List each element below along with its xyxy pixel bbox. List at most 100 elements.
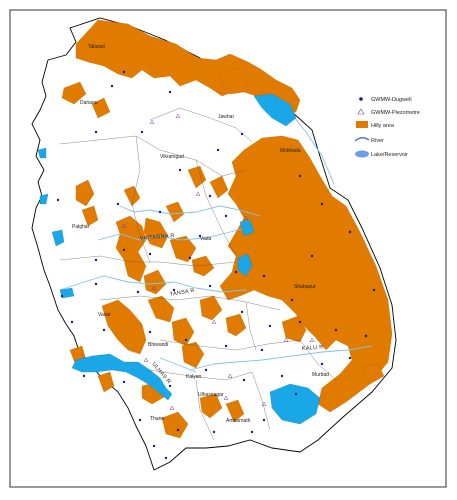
place-vada: Vada	[200, 236, 212, 242]
piezometre-marker	[151, 285, 157, 290]
place-labels: Talasari Dahanu Jawhar Mokhada Vikramgad…	[72, 44, 329, 424]
piezometre-marker	[195, 191, 201, 196]
dugwell-marker	[234, 270, 238, 274]
dugwell-marker	[262, 274, 266, 278]
dugwell-marker	[138, 418, 142, 422]
dugwell-marker	[176, 428, 180, 432]
dugwell-marker	[158, 210, 162, 214]
dugwell-marker	[122, 70, 126, 74]
legend-dugwell-label: GWMW-Dugwell	[371, 97, 412, 103]
piezometre-marker	[121, 223, 127, 228]
dugwell-marker	[298, 174, 302, 178]
dugwell-marker	[148, 330, 152, 334]
dugwell-marker	[290, 298, 294, 302]
dugwell-marker	[148, 252, 152, 256]
dugwell-marker	[320, 362, 324, 366]
dugwell-marker	[310, 254, 314, 258]
dugwell-marker	[56, 198, 60, 202]
place-thane: Thane	[150, 416, 164, 422]
dugwell-marker	[240, 310, 244, 314]
dugwell-marker	[320, 202, 324, 206]
dugwell-marker	[60, 294, 64, 298]
river-label-vaitarna: VAITARNA R	[140, 233, 175, 242]
piezometre-marker	[223, 395, 229, 400]
dugwell-marker	[140, 130, 144, 134]
dugwell-marker	[198, 234, 202, 238]
dugwell-marker	[208, 284, 212, 288]
hilly-areas	[61, 19, 393, 439]
dugwell-marker	[224, 344, 228, 348]
taluka-boundaries	[59, 107, 337, 441]
piezometre-marker	[261, 401, 267, 406]
legend-piezometre-label: GWMW-Piezometre	[371, 110, 420, 116]
monitoring-markers	[56, 70, 376, 460]
dugwell-marker	[94, 130, 98, 134]
legend-river-label: River	[371, 138, 384, 144]
dugwell-marker	[94, 282, 98, 286]
place-kalyan: Kalyan	[186, 374, 202, 380]
dugwell-marker	[184, 338, 188, 342]
piezometre-marker	[211, 319, 217, 324]
place-talasari: Talasari	[88, 44, 105, 50]
dugwell-marker	[334, 328, 338, 332]
legend-hilly-symbol	[356, 121, 368, 128]
place-jawhar: Jawhar	[218, 114, 234, 120]
dugwell-marker	[136, 290, 140, 294]
ulhas-river-estuary	[71, 353, 173, 401]
place-shahapur: Shahapur	[294, 284, 316, 290]
dugwell-marker	[216, 148, 220, 152]
piezometre-marker	[243, 215, 249, 220]
dugwell-marker	[372, 288, 376, 292]
dugwell-marker	[242, 378, 246, 382]
place-dahanu: Dahanu	[80, 100, 98, 106]
place-ambarnath: Ambarnath	[226, 418, 251, 424]
dugwell-marker	[212, 430, 216, 434]
place-palghar: Palghar	[72, 224, 90, 230]
dugwell-marker	[250, 430, 254, 434]
place-ulhasnagar: Ulhasnagar	[198, 392, 224, 398]
legend-dugwell-symbol	[359, 97, 363, 101]
place-mokhada: Mokhada	[280, 148, 301, 154]
dugwell-marker	[172, 288, 176, 292]
dugwell-marker	[188, 256, 192, 260]
dugwell-marker	[116, 202, 120, 206]
rivers	[59, 111, 373, 373]
dugwell-marker	[110, 84, 114, 88]
dugwell-marker	[168, 384, 172, 388]
legend-lake-symbol	[355, 150, 369, 158]
dugwell-marker	[168, 90, 172, 94]
dugwell-marker	[102, 328, 106, 332]
dugwell-marker	[298, 320, 302, 324]
place-murbad: Murbad	[312, 372, 329, 378]
dugwell-marker	[70, 320, 74, 324]
piezometre-marker	[149, 119, 155, 124]
dugwell-marker	[122, 380, 126, 384]
dugwell-marker	[262, 418, 266, 422]
dugwell-marker	[348, 356, 352, 360]
legend-lake-label: Lake/Reservoir	[371, 152, 408, 158]
dugwell-marker	[348, 230, 352, 234]
piezometre-marker	[169, 405, 175, 410]
dugwell-marker	[294, 392, 298, 396]
dugwell-marker	[240, 132, 244, 136]
legend: GWMW-Dugwell GWMW-Piezometre Hilly area …	[354, 97, 420, 158]
lakes-reservoirs	[37, 93, 321, 425]
legend-hilly-label: Hilly area	[371, 123, 395, 129]
dugwell-marker	[268, 324, 272, 328]
dugwell-marker	[208, 194, 212, 198]
dugwell-marker	[152, 444, 156, 448]
dugwell-marker	[224, 214, 228, 218]
dugwell-marker	[82, 374, 86, 378]
piezometre-marker	[309, 337, 315, 342]
piezometre-marker	[143, 357, 149, 362]
legend-piezometre-symbol	[357, 108, 365, 115]
piezometre-marker	[283, 337, 289, 342]
dugwell-marker	[260, 348, 264, 352]
dugwell-marker	[178, 168, 182, 172]
legend-river-symbol	[354, 137, 370, 142]
piezometre-marker	[175, 113, 181, 118]
dugwell-marker	[280, 374, 284, 378]
place-vasai: Vasai	[98, 312, 110, 318]
river-label-tansa: TANSA R	[169, 288, 195, 298]
